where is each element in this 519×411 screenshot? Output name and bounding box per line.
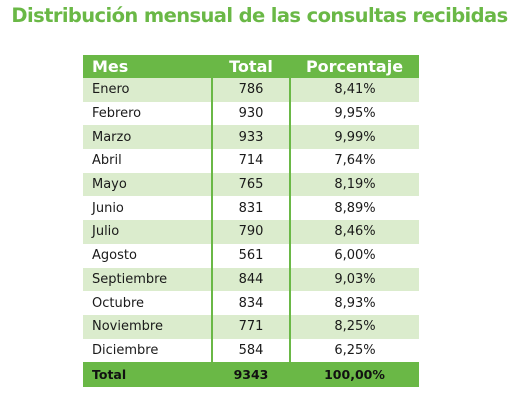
month-cell: Abril <box>83 149 212 173</box>
percentage-cell: 8,46% <box>290 220 419 244</box>
percentage-cell: 8,93% <box>290 291 419 315</box>
total-cell: 834 <box>211 291 291 315</box>
table-row: Octubre 834 8,93% <box>83 291 419 315</box>
total-cell: 930 <box>211 101 291 126</box>
monthly-queries-table: Mes Total Porcentaje Enero 786 8,41% Feb… <box>83 55 419 388</box>
column-header-percentage: Porcentaje <box>290 55 419 78</box>
footer-percentage: 100,00% <box>290 362 419 388</box>
total-cell: 584 <box>211 338 291 363</box>
month-cell: Mayo <box>83 172 212 197</box>
total-cell: 933 <box>211 125 291 150</box>
table-row: Febrero 930 9,95% <box>83 101 419 126</box>
table-row: Mayo 765 8,19% <box>83 172 419 197</box>
month-cell: Febrero <box>83 101 212 126</box>
percentage-cell: 6,00% <box>290 243 419 268</box>
table-row: Septiembre 844 9,03% <box>83 267 419 292</box>
percentage-cell: 8,25% <box>290 314 419 339</box>
table-header-row: Mes Total Porcentaje <box>83 55 419 78</box>
month-cell: Marzo <box>83 125 212 150</box>
percentage-cell: 9,95% <box>290 101 419 126</box>
table-row: Marzo 933 9,99% <box>83 125 419 150</box>
total-cell: 765 <box>211 172 291 197</box>
month-cell: Junio <box>83 196 212 221</box>
total-cell: 714 <box>211 149 291 173</box>
total-cell: 771 <box>211 314 291 339</box>
month-cell: Noviembre <box>83 314 212 339</box>
column-header-total: Total <box>212 55 290 78</box>
total-cell: 561 <box>211 243 291 268</box>
table-footer-row: Total 9343 100,00% <box>83 362 419 388</box>
total-cell: 790 <box>211 220 291 244</box>
total-cell: 831 <box>211 196 291 221</box>
month-cell: Julio <box>83 220 212 244</box>
table-row: Diciembre 584 6,25% <box>83 338 419 363</box>
month-cell: Diciembre <box>83 338 212 363</box>
page-title: Distribución mensual de las consultas re… <box>11 4 508 27</box>
month-cell: Agosto <box>83 243 212 268</box>
table-row: Julio 790 8,46% <box>83 220 419 244</box>
table-row: Abril 714 7,64% <box>83 149 419 173</box>
percentage-cell: 8,41% <box>290 78 419 102</box>
percentage-cell: 6,25% <box>290 338 419 363</box>
percentage-cell: 9,03% <box>290 267 419 292</box>
month-cell: Enero <box>83 78 212 102</box>
month-cell: Octubre <box>83 291 212 315</box>
percentage-cell: 9,99% <box>290 125 419 150</box>
total-cell: 786 <box>211 78 291 102</box>
table-row: Enero 786 8,41% <box>83 78 419 102</box>
table-row: Noviembre 771 8,25% <box>83 314 419 339</box>
table-row: Agosto 561 6,00% <box>83 243 419 268</box>
footer-total: 9343 <box>212 362 290 388</box>
month-cell: Septiembre <box>83 267 212 292</box>
total-cell: 844 <box>211 267 291 292</box>
column-header-month: Mes <box>83 55 212 78</box>
footer-label: Total <box>83 362 212 388</box>
percentage-cell: 8,89% <box>290 196 419 221</box>
table-row: Junio 831 8,89% <box>83 196 419 221</box>
percentage-cell: 8,19% <box>290 172 419 197</box>
percentage-cell: 7,64% <box>290 149 419 173</box>
